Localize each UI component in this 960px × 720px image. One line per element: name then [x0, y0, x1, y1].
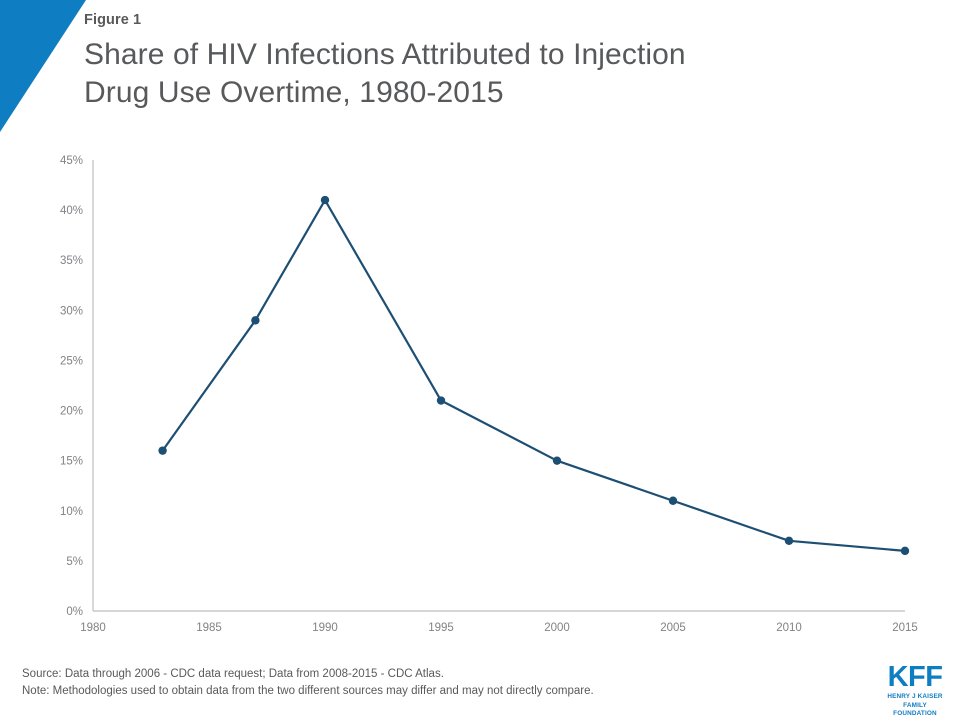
y-axis-tick-labels: 0% 5% 10% 15% 20% 25% 30% 35% 40% 45% [60, 155, 83, 618]
y-tick-label: 25% [60, 355, 83, 367]
footer-note: Note: Methodologies used to obtain data … [22, 685, 594, 697]
data-point-marker [552, 456, 562, 465]
kff-logo-subtitle-line-1: HENRY J KAISER [887, 693, 943, 700]
x-tick-label: 2000 [544, 622, 570, 634]
y-tick-label: 30% [60, 305, 83, 317]
x-tick-label: 2005 [660, 622, 686, 634]
footer-notes: Source: Data through 2006 - CDC data req… [22, 666, 722, 700]
x-tick-label: 1990 [312, 622, 338, 634]
y-tick-label: 45% [60, 155, 83, 167]
y-tick-label: 35% [60, 255, 83, 267]
x-tick-label: 1985 [196, 622, 222, 634]
page-title: Share of HIV Infections Attributed to In… [84, 36, 934, 112]
chart-container: 0% 5% 10% 15% 20% 25% 30% 35% 40% 45% 1980 1985 199… [0, 140, 960, 650]
data-point-marker [668, 496, 678, 505]
data-point-marker [436, 396, 446, 405]
y-tick-label: 40% [60, 205, 83, 217]
series-line-path [161, 198, 907, 552]
data-point-marker [900, 546, 910, 556]
footer-source: Source: Data through 2006 - CDC data req… [22, 668, 444, 680]
figure-label: Figure 1 [84, 12, 142, 28]
page-title-line-1: Share of HIV Infections Attributed to In… [84, 38, 686, 71]
slide-header: Figure 1 Share of HIV Infections Attribu… [84, 10, 934, 112]
y-tick-label: 20% [60, 406, 83, 418]
y-tick-label: 10% [60, 506, 83, 518]
data-point-marker [320, 195, 330, 205]
x-tick-label: 2015 [892, 622, 918, 634]
corner-wedge-shape [0, 0, 86, 132]
data-point-marker [784, 536, 794, 546]
data-point-marker [251, 316, 260, 325]
series-data-points [158, 195, 910, 556]
line-chart: 0% 5% 10% 15% 20% 25% 30% 35% 40% 45% 1980 1985 199… [60, 155, 918, 634]
kff-logo: KFF HENRY J KAISER FAMILY FOUNDATION [884, 661, 946, 717]
y-tick-label: 15% [60, 456, 83, 468]
x-tick-label: 1980 [80, 622, 106, 634]
kff-logo-subtitle-line-2: FAMILY FOUNDATION [893, 702, 937, 717]
page-title-line-2: Drug Use Overtime, 1980-2015 [84, 76, 504, 109]
corner-wedge-decoration [0, 0, 86, 132]
x-tick-label: 1995 [428, 622, 454, 634]
data-point-marker [158, 446, 167, 455]
x-axis-tick-labels: 1980 1985 1990 1995 2000 2005 2010 2015 [80, 622, 918, 634]
x-tick-label: 2010 [776, 622, 802, 634]
y-tick-label: 0% [66, 606, 83, 618]
y-tick-label: 5% [66, 556, 83, 568]
kff-logo-wordmark: KFF [887, 661, 943, 693]
